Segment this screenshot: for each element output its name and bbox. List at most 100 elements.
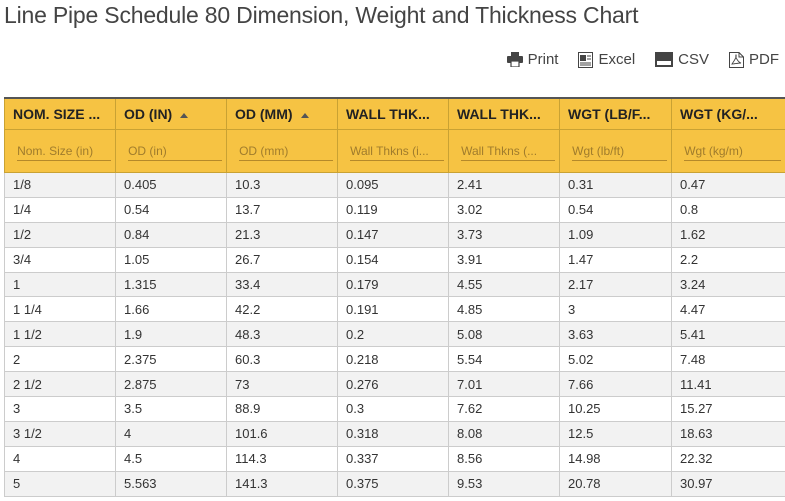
table-cell: 4.85 — [448, 296, 560, 323]
table-cell: 1/4 — [4, 196, 116, 223]
table-cell: 141.3 — [226, 470, 338, 497]
pdf-button[interactable]: PDF — [729, 51, 779, 68]
print-label: Print — [527, 51, 559, 68]
table-row: 1/8 0.405 10.3 0.095 2.41 0.31 0.47 — [4, 172, 785, 198]
table-cell: 10.25 — [559, 396, 672, 422]
table-cell: 3/4 — [4, 246, 116, 273]
printer-icon — [506, 52, 523, 67]
table-cell: 30.97 — [671, 470, 785, 497]
table-cell: 0.095 — [337, 172, 449, 198]
filter-input-wall-thkns-mm[interactable] — [461, 141, 555, 161]
table-cell: 0.3 — [337, 396, 449, 422]
pdf-icon — [729, 51, 744, 68]
filter-input-wgt-lb-ft[interactable] — [572, 141, 667, 161]
table-cell: 8.56 — [448, 445, 560, 472]
table-cell: 2.375 — [115, 346, 227, 373]
pipe-data-table: NOM. SIZE ... OD (IN) OD (MM) WALL THK..… — [4, 97, 785, 497]
table-cell: 88.9 — [226, 396, 338, 422]
table-cell: 114.3 — [226, 445, 338, 472]
column-header-wall-thkns-mm[interactable]: WALL THK... — [448, 97, 560, 130]
table-cell: 0.84 — [115, 221, 227, 248]
pdf-label: PDF — [749, 51, 779, 68]
table-cell: 12.5 — [559, 420, 672, 447]
column-header-od-in[interactable]: OD (IN) — [115, 97, 227, 130]
export-toolbar: Print Excel CSV — [506, 51, 779, 68]
table-cell: 0.276 — [337, 371, 449, 398]
filter-input-od-mm[interactable] — [239, 141, 333, 161]
table-cell: 1.62 — [671, 221, 785, 248]
table-cell: 2 — [4, 346, 116, 373]
table-cell: 0.405 — [115, 172, 227, 198]
table-cell: 3 1/2 — [4, 420, 116, 447]
table-cell: 1.9 — [115, 321, 227, 348]
table-row: 3/4 1.05 26.7 0.154 3.91 1.47 2.2 — [4, 246, 785, 273]
column-header-wgt-kg-m[interactable]: WGT (KG/... — [671, 97, 785, 130]
table-row: 3 3.5 88.9 0.3 7.62 10.25 15.27 — [4, 396, 785, 422]
table-cell: 1.05 — [115, 246, 227, 273]
excel-icon — [578, 51, 594, 68]
table-cell: 2 1/2 — [4, 371, 116, 398]
table-cell: 3.24 — [671, 271, 785, 298]
table-cell: 4.5 — [115, 445, 227, 472]
table-cell: 10.3 — [226, 172, 338, 198]
table-cell: 20.78 — [559, 470, 672, 497]
column-header-nom-size[interactable]: NOM. SIZE ... — [4, 97, 116, 130]
table-cell: 5 — [4, 470, 116, 497]
header-row: NOM. SIZE ... OD (IN) OD (MM) WALL THK..… — [4, 97, 785, 130]
table-cell: 4 — [4, 445, 116, 472]
table-cell: 1.66 — [115, 296, 227, 323]
column-header-wall-thkns-in[interactable]: WALL THK... — [337, 97, 449, 130]
sort-ascending-icon[interactable] — [300, 112, 309, 118]
table-cell: 73 — [226, 371, 338, 398]
table-row: 1 1/4 1.66 42.2 0.191 4.85 3 4.47 — [4, 296, 785, 323]
table-cell: 5.08 — [448, 321, 560, 348]
column-header-od-mm[interactable]: OD (MM) — [226, 97, 338, 130]
table-cell: 2.41 — [448, 172, 560, 198]
table-cell: 0.375 — [337, 470, 449, 497]
table-cell: 22.32 — [671, 445, 785, 472]
sort-ascending-icon[interactable] — [180, 112, 189, 118]
table-cell: 0.54 — [115, 196, 227, 223]
table-cell: 0.179 — [337, 271, 449, 298]
filter-input-wgt-kg-m[interactable] — [684, 141, 781, 161]
csv-button[interactable]: CSV — [655, 51, 709, 68]
table-cell: 42.2 — [226, 296, 338, 323]
excel-label: Excel — [598, 51, 636, 68]
table-cell: 1/2 — [4, 221, 116, 248]
table-cell: 18.63 — [671, 420, 785, 447]
filter-input-od-in[interactable] — [128, 141, 222, 161]
table-cell: 0.47 — [671, 172, 785, 198]
filter-input-nom-size[interactable] — [17, 141, 111, 161]
table-cell: 7.62 — [448, 396, 560, 422]
table-cell: 3.5 — [115, 396, 227, 422]
table-cell: 4 — [115, 420, 227, 447]
table-cell: 0.191 — [337, 296, 449, 323]
table-cell: 60.3 — [226, 346, 338, 373]
table-row: 1 1/2 1.9 48.3 0.2 5.08 3.63 5.41 — [4, 321, 785, 348]
table-cell: 0.318 — [337, 420, 449, 447]
table-row: 1/2 0.84 21.3 0.147 3.73 1.09 1.62 — [4, 221, 785, 248]
filter-input-wall-thkns-in[interactable] — [350, 141, 444, 161]
table-cell: 0.8 — [671, 196, 785, 223]
table-cell: 1.09 — [559, 221, 672, 248]
table-row: 2 1/2 2.875 73 0.276 7.01 7.66 11.41 — [4, 371, 785, 398]
table-row: 3 1/2 4 101.6 0.318 8.08 12.5 18.63 — [4, 420, 785, 447]
table-cell: 5.54 — [448, 346, 560, 373]
table-cell: 13.7 — [226, 196, 338, 223]
table-cell: 0.218 — [337, 346, 449, 373]
table-cell: 1/8 — [4, 172, 116, 198]
table-cell: 0.2 — [337, 321, 449, 348]
table-cell: 2.17 — [559, 271, 672, 298]
column-header-wgt-lb-ft[interactable]: WGT (LB/F... — [559, 97, 672, 130]
table-row: 5 5.563 141.3 0.375 9.53 20.78 30.97 — [4, 470, 785, 497]
table-cell: 3.63 — [559, 321, 672, 348]
print-button[interactable]: Print — [506, 51, 559, 68]
table-cell: 4.47 — [671, 296, 785, 323]
table-cell: 3 — [4, 396, 116, 422]
table-cell: 2.2 — [671, 246, 785, 273]
table-cell: 1 1/2 — [4, 321, 116, 348]
excel-button[interactable]: Excel — [578, 51, 635, 68]
table-cell: 11.41 — [671, 371, 785, 398]
filter-row — [4, 129, 785, 173]
table-cell: 7.01 — [448, 371, 560, 398]
